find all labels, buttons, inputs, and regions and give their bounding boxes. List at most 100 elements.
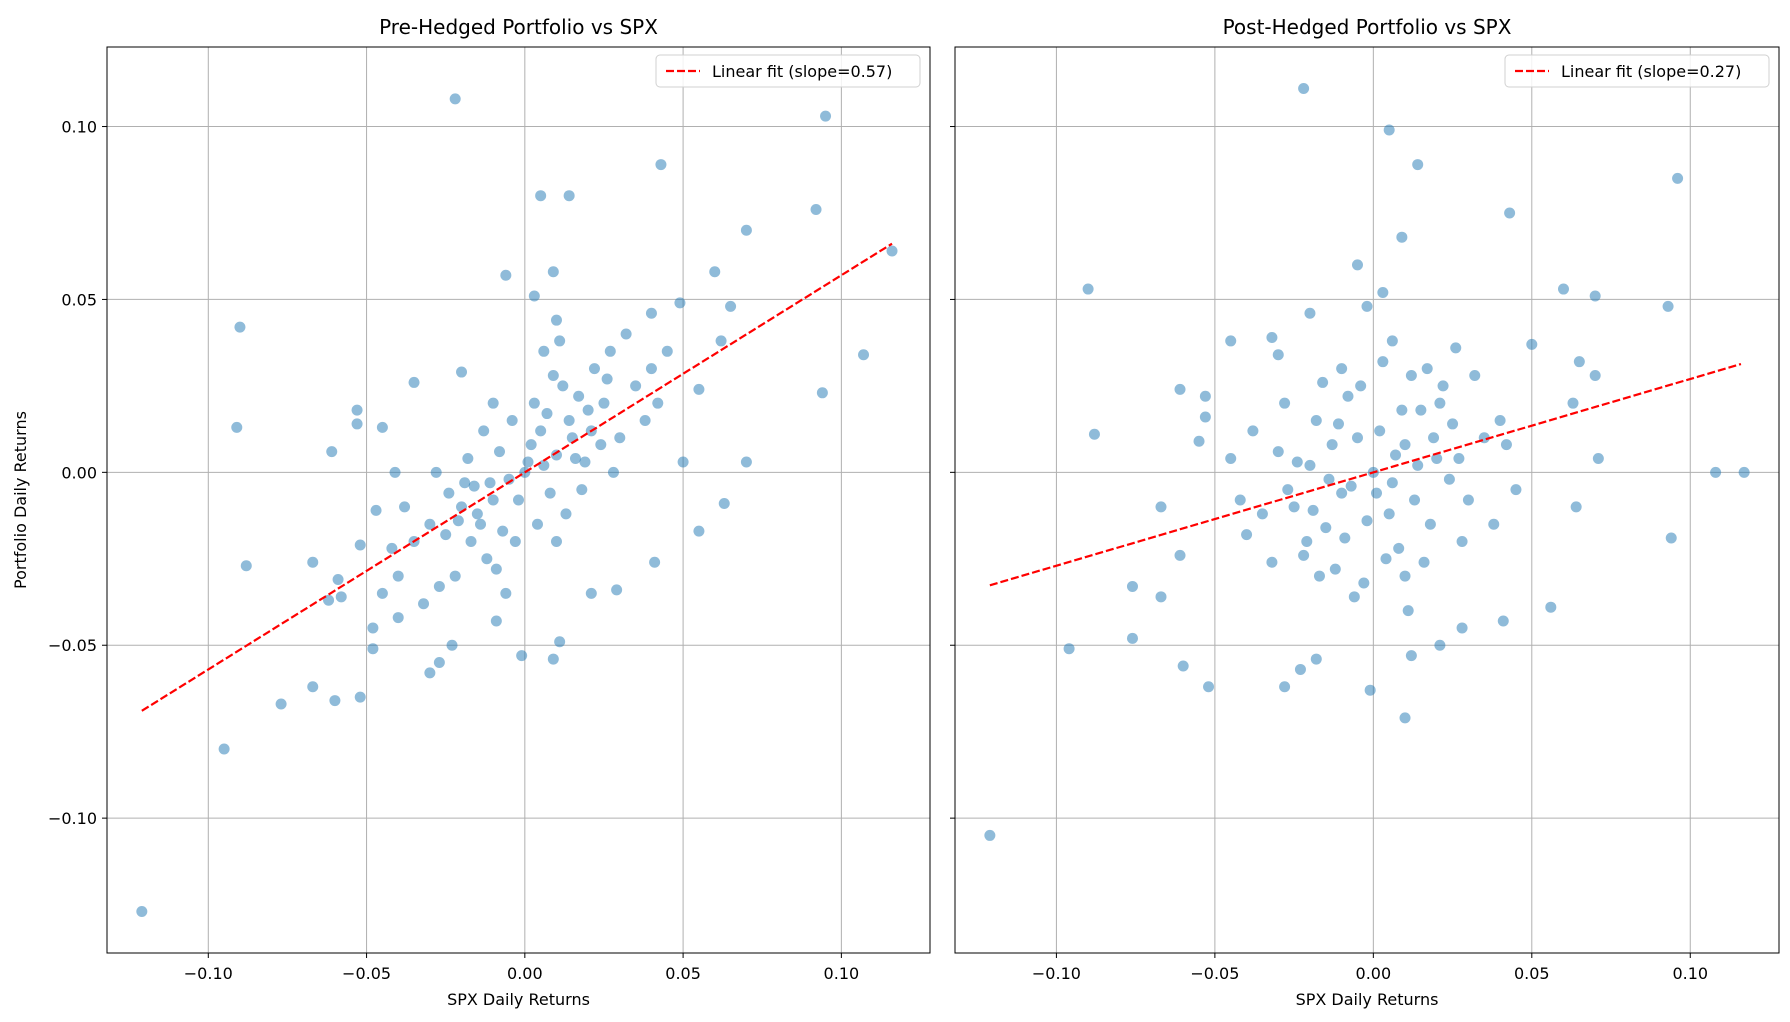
- legend: Linear fit (slope=0.57): [655, 54, 921, 88]
- subplot-post-hedged: −0.10 −0.05 0.00 0.05 0.10 Post-Hedged Portfo…: [950, 15, 1780, 1009]
- data-point: [1291, 456, 1303, 468]
- data-point: [1351, 259, 1363, 271]
- data-point: [392, 570, 404, 582]
- data-point: [531, 518, 543, 530]
- data-point: [1225, 453, 1237, 465]
- data-point: [1500, 439, 1512, 451]
- data-point: [468, 480, 480, 492]
- x-tick-label: 0.05: [665, 964, 701, 983]
- data-point: [503, 473, 515, 485]
- data-point: [598, 397, 610, 409]
- data-point: [858, 349, 870, 361]
- data-point: [1447, 418, 1459, 430]
- data-point: [1434, 397, 1446, 409]
- data-point: [547, 653, 559, 665]
- x-tick-label: −0.05: [1190, 964, 1239, 983]
- data-point: [1386, 335, 1398, 347]
- data-point: [1450, 342, 1462, 354]
- data-point: [1424, 518, 1436, 530]
- data-point: [984, 829, 996, 841]
- data-point: [231, 421, 243, 433]
- data-point: [1351, 432, 1363, 444]
- data-point: [509, 535, 521, 547]
- data-point: [386, 542, 398, 554]
- x-tick-label: 0.10: [824, 964, 860, 983]
- data-point: [1589, 290, 1601, 302]
- data-point: [408, 376, 420, 388]
- data-point: [1456, 535, 1468, 547]
- y-tick-label: 0.10: [61, 118, 97, 137]
- data-point: [544, 487, 556, 499]
- data-point: [614, 432, 626, 444]
- data-point: [816, 387, 828, 399]
- data-point: [1282, 484, 1294, 496]
- data-point: [630, 380, 642, 392]
- data-point: [307, 556, 319, 568]
- data-point: [1421, 363, 1433, 375]
- data-point: [1355, 380, 1367, 392]
- x-tick-label: 0.00: [1356, 964, 1392, 983]
- data-point: [569, 453, 581, 465]
- data-point: [475, 518, 487, 530]
- data-point: [1377, 356, 1389, 368]
- data-point: [1174, 383, 1186, 395]
- legend-box: [655, 54, 921, 88]
- data-point: [354, 539, 366, 551]
- data-point: [693, 383, 705, 395]
- data-point: [487, 494, 499, 506]
- data-point: [1310, 653, 1322, 665]
- data-point: [1241, 529, 1253, 541]
- data-point: [535, 190, 547, 202]
- data-point: [576, 484, 588, 496]
- data-point: [1557, 283, 1569, 295]
- data-point: [563, 190, 575, 202]
- data-point: [1126, 632, 1138, 644]
- data-point: [506, 414, 518, 426]
- data-point: [1415, 404, 1427, 416]
- data-point: [525, 439, 537, 451]
- data-point: [440, 529, 452, 541]
- data-point: [1545, 601, 1557, 613]
- data-point: [1437, 380, 1449, 392]
- data-point: [550, 449, 562, 461]
- subplot-pre-hedged: −0.10 −0.05 0.00 0.05 0.10 −0.10 −0.05 0.00 0.05…: [11, 15, 931, 1009]
- data-point: [547, 370, 559, 382]
- data-point: [528, 397, 540, 409]
- legend: Linear fit (slope=0.27): [1504, 54, 1770, 88]
- data-point: [1371, 487, 1383, 499]
- data-point: [1672, 172, 1684, 184]
- data-point: [1304, 307, 1316, 319]
- data-point: [595, 439, 607, 451]
- data-point: [370, 504, 382, 516]
- data-point: [740, 224, 752, 236]
- data-point: [582, 404, 594, 416]
- data-point: [1453, 453, 1465, 465]
- data-point: [550, 314, 562, 326]
- data-point: [367, 622, 379, 634]
- data-point: [449, 570, 461, 582]
- data-point: [1361, 515, 1373, 527]
- data-point: [639, 414, 651, 426]
- data-point: [1272, 349, 1284, 361]
- x-tick-label: −0.05: [342, 964, 391, 983]
- data-point: [1329, 563, 1341, 575]
- data-point: [522, 456, 534, 468]
- data-point: [538, 345, 550, 357]
- data-point: [554, 335, 566, 347]
- data-point: [1361, 300, 1373, 312]
- data-point: [810, 204, 822, 216]
- data-point: [709, 266, 721, 278]
- data-point: [1203, 681, 1215, 693]
- data-point: [516, 650, 528, 662]
- data-point: [1488, 518, 1500, 530]
- data-point: [604, 345, 616, 357]
- data-point: [1405, 370, 1417, 382]
- data-point: [500, 269, 512, 281]
- data-point: [541, 408, 553, 420]
- data-point: [1405, 650, 1417, 662]
- data-point: [424, 518, 436, 530]
- subplot-title: Post-Hedged Portfolio vs SPX: [1223, 15, 1512, 39]
- data-point: [494, 446, 506, 458]
- data-point: [478, 425, 490, 437]
- data-point: [462, 453, 474, 465]
